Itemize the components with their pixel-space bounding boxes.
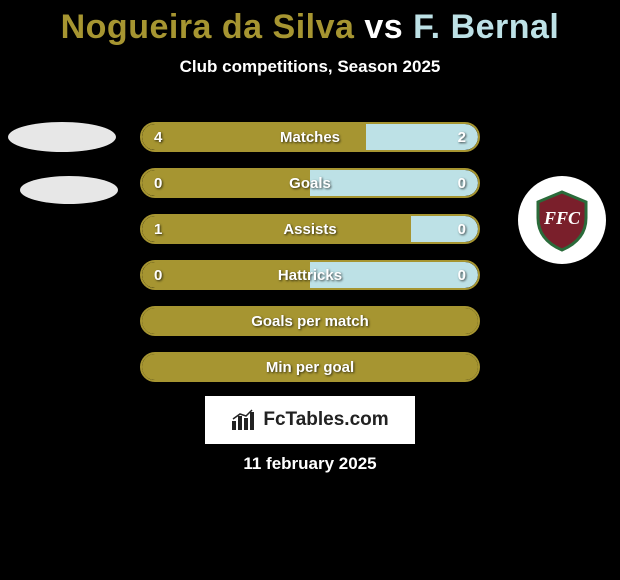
- player-right-name: F. Bernal: [413, 8, 559, 46]
- vs-text: vs: [364, 8, 403, 46]
- stat-row-goals-per-match: Goals per match: [140, 306, 480, 336]
- shield-icon: FFC: [530, 188, 594, 252]
- bar-left: [142, 262, 310, 288]
- bar-left: [142, 216, 411, 242]
- player-left-name: Nogueira da Silva: [61, 8, 355, 46]
- bar-chart-icon: [231, 409, 257, 431]
- stat-row-hattricks: Hattricks00: [140, 260, 480, 290]
- bar-left: [142, 170, 310, 196]
- stat-row-goals: Goals00: [140, 168, 480, 198]
- player-left-avatar-2: [20, 176, 118, 204]
- bar-right: [366, 124, 478, 150]
- branding-text: FcTables.com: [263, 409, 388, 431]
- bar-full: [142, 308, 478, 334]
- club-crest-right: FFC: [518, 176, 606, 264]
- footer-date: 11 february 2025: [0, 454, 620, 474]
- comparison-chart: Matches42 Goals00 Assists10 Hattricks00 Goal…: [140, 122, 480, 398]
- player-left-avatar-1: [8, 122, 116, 152]
- bar-full: [142, 354, 478, 380]
- svg-text:FFC: FFC: [543, 208, 581, 228]
- page-title: Nogueira da Silva vs F. Bernal: [0, 0, 620, 47]
- bar-right: [310, 170, 478, 196]
- bar-right: [411, 216, 478, 242]
- bar-left: [142, 124, 366, 150]
- stat-row-matches: Matches42: [140, 122, 480, 152]
- branding-badge: FcTables.com: [205, 396, 415, 444]
- bar-right: [310, 262, 478, 288]
- stat-row-assists: Assists10: [140, 214, 480, 244]
- subtitle: Club competitions, Season 2025: [0, 57, 620, 77]
- stat-row-min-per-goal: Min per goal: [140, 352, 480, 382]
